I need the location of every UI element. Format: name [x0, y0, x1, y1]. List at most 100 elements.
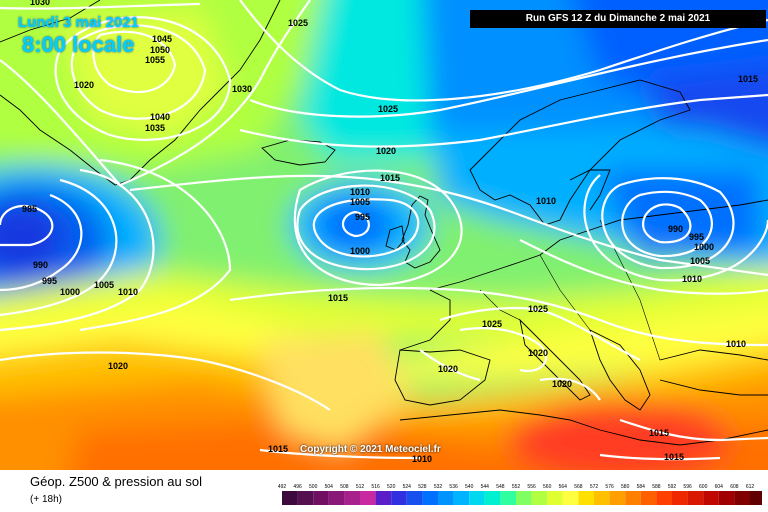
legend-swatch	[422, 491, 438, 505]
legend-tick-label: 568	[574, 484, 583, 490]
legend-swatch	[672, 491, 688, 505]
forecast-date: Lundi 3 mai 2021	[18, 14, 139, 31]
legend-tick-label: 556	[527, 484, 536, 490]
legend-tick-label: 512	[356, 484, 365, 490]
legend-swatch	[500, 491, 516, 505]
isobar-lines	[0, 0, 768, 459]
legend-swatch	[406, 491, 423, 505]
legend-tick-label: 528	[418, 484, 427, 490]
forecast-time: 8:00 locale	[22, 32, 135, 57]
legend-swatch	[484, 491, 501, 505]
legend-tick-label: 560	[543, 484, 552, 490]
legend-tick-label: 596	[683, 484, 692, 490]
legend-tick-label: 508	[340, 484, 349, 490]
legend-swatch	[531, 491, 548, 505]
isobar-label: 1025	[482, 319, 502, 329]
isobar-label: 1040	[150, 112, 170, 122]
isobar-label: 1010	[726, 339, 746, 349]
isobar-label: 1000	[694, 242, 714, 252]
isobar-label: 1005	[690, 256, 710, 266]
isobar-label: 1020	[376, 146, 396, 156]
isobar-label: 1015	[738, 74, 758, 84]
geopotential-map: 1030 1025 1045 1050 1055 1020 1030 1040 …	[0, 0, 768, 470]
isobar-label: 1000	[60, 287, 80, 297]
legend-swatch	[734, 491, 750, 505]
map-title: Géop. Z500 & pression au sol	[30, 474, 202, 489]
map-subtitle: (+ 18h)	[30, 494, 62, 505]
color-legend: 492 496 500 504 508 512 516 520 524 528 532 536 540 5…	[278, 484, 762, 505]
isobar-label: 1010	[682, 274, 702, 284]
legend-tick-label: 592	[668, 484, 677, 490]
legend-tick-label: 500	[309, 484, 318, 490]
legend-tick-label: 584	[637, 484, 646, 490]
legend-tick-label: 580	[621, 484, 630, 490]
legend-tick-label: 496	[293, 484, 302, 490]
isobar-label: 1005	[350, 197, 370, 207]
isobar-label: 1030	[30, 0, 50, 7]
legend-swatch	[625, 491, 641, 505]
isobar-label: 1020	[528, 348, 548, 358]
legend-swatch	[578, 491, 594, 505]
isobar-label: 1025	[288, 18, 308, 28]
legend-swatch	[718, 491, 735, 505]
legend-swatch	[594, 491, 610, 505]
isobar-label: 1010	[118, 287, 138, 297]
legend-tick-label: 600	[699, 484, 708, 490]
geopotential-field	[0, 0, 768, 470]
legend-swatch	[547, 491, 563, 505]
isobar-label: 1025	[378, 104, 398, 114]
legend-tick-label: 612	[746, 484, 755, 490]
legend-swatch	[391, 491, 407, 505]
isobar-label: 995	[42, 276, 57, 286]
legend-tick-label: 520	[387, 484, 396, 490]
isobar-label: 1015	[664, 452, 684, 462]
isobar-label: 1050	[150, 45, 170, 55]
legend-tick-label: 544	[481, 484, 490, 490]
isobar-label: 990	[33, 260, 48, 270]
legend-tick-label: 576	[605, 484, 614, 490]
legend-swatch	[313, 491, 329, 505]
legend-swatch	[640, 491, 657, 505]
legend-tick-label: 608	[730, 484, 739, 490]
legend-tick-label: 516	[371, 484, 380, 490]
isobar-label: 1015	[328, 293, 348, 303]
legend-swatch	[328, 491, 345, 505]
legend-tick-label: 504	[325, 484, 334, 490]
legend-tick-label: 532	[434, 484, 443, 490]
legend-tick-label: 548	[496, 484, 505, 490]
isobar-label: 995	[689, 232, 704, 242]
legend-swatch	[703, 491, 719, 505]
legend-swatch	[360, 491, 376, 505]
isobar-label: 1010	[536, 196, 556, 206]
legend-tick-label: 536	[449, 484, 458, 490]
isobar-label: 1015	[268, 444, 288, 454]
legend-swatch	[750, 491, 762, 505]
legend-tick-label: 604	[715, 484, 724, 490]
legend-swatch	[282, 491, 298, 505]
legend-tick-label: 564	[559, 484, 568, 490]
isobar-label: 1000	[350, 246, 370, 256]
legend-swatch	[297, 491, 314, 505]
legend-swatch	[469, 491, 485, 505]
isobar-label: 1005	[94, 280, 114, 290]
isobar-label: 1020	[552, 379, 572, 389]
isobar-label: 1015	[649, 428, 669, 438]
isobar-label: 1010	[412, 454, 432, 464]
legend-tick-label: 572	[590, 484, 599, 490]
isobar-label: 1015	[380, 173, 400, 183]
isobar-label: 985	[22, 204, 37, 214]
legend-tick-label: 540	[465, 484, 474, 490]
isobar-label: 1020	[108, 361, 128, 371]
legend-swatch	[609, 491, 626, 505]
legend-swatch	[687, 491, 704, 505]
isobar-label: 1035	[145, 123, 165, 133]
isobar-label: 990	[668, 224, 683, 234]
legend-tick-label: 588	[652, 484, 661, 490]
isobar-label: 1030	[232, 84, 252, 94]
legend-swatch	[344, 491, 360, 505]
model-run-label: Run GFS 12 Z du Dimanche 2 mai 2021	[470, 10, 766, 28]
isobar-labels: 1030 1025 1045 1050 1055 1020 1030 1040 …	[22, 0, 758, 464]
legend-swatch	[656, 491, 672, 505]
isobar-label: 1045	[152, 34, 172, 44]
legend-swatch	[453, 491, 470, 505]
